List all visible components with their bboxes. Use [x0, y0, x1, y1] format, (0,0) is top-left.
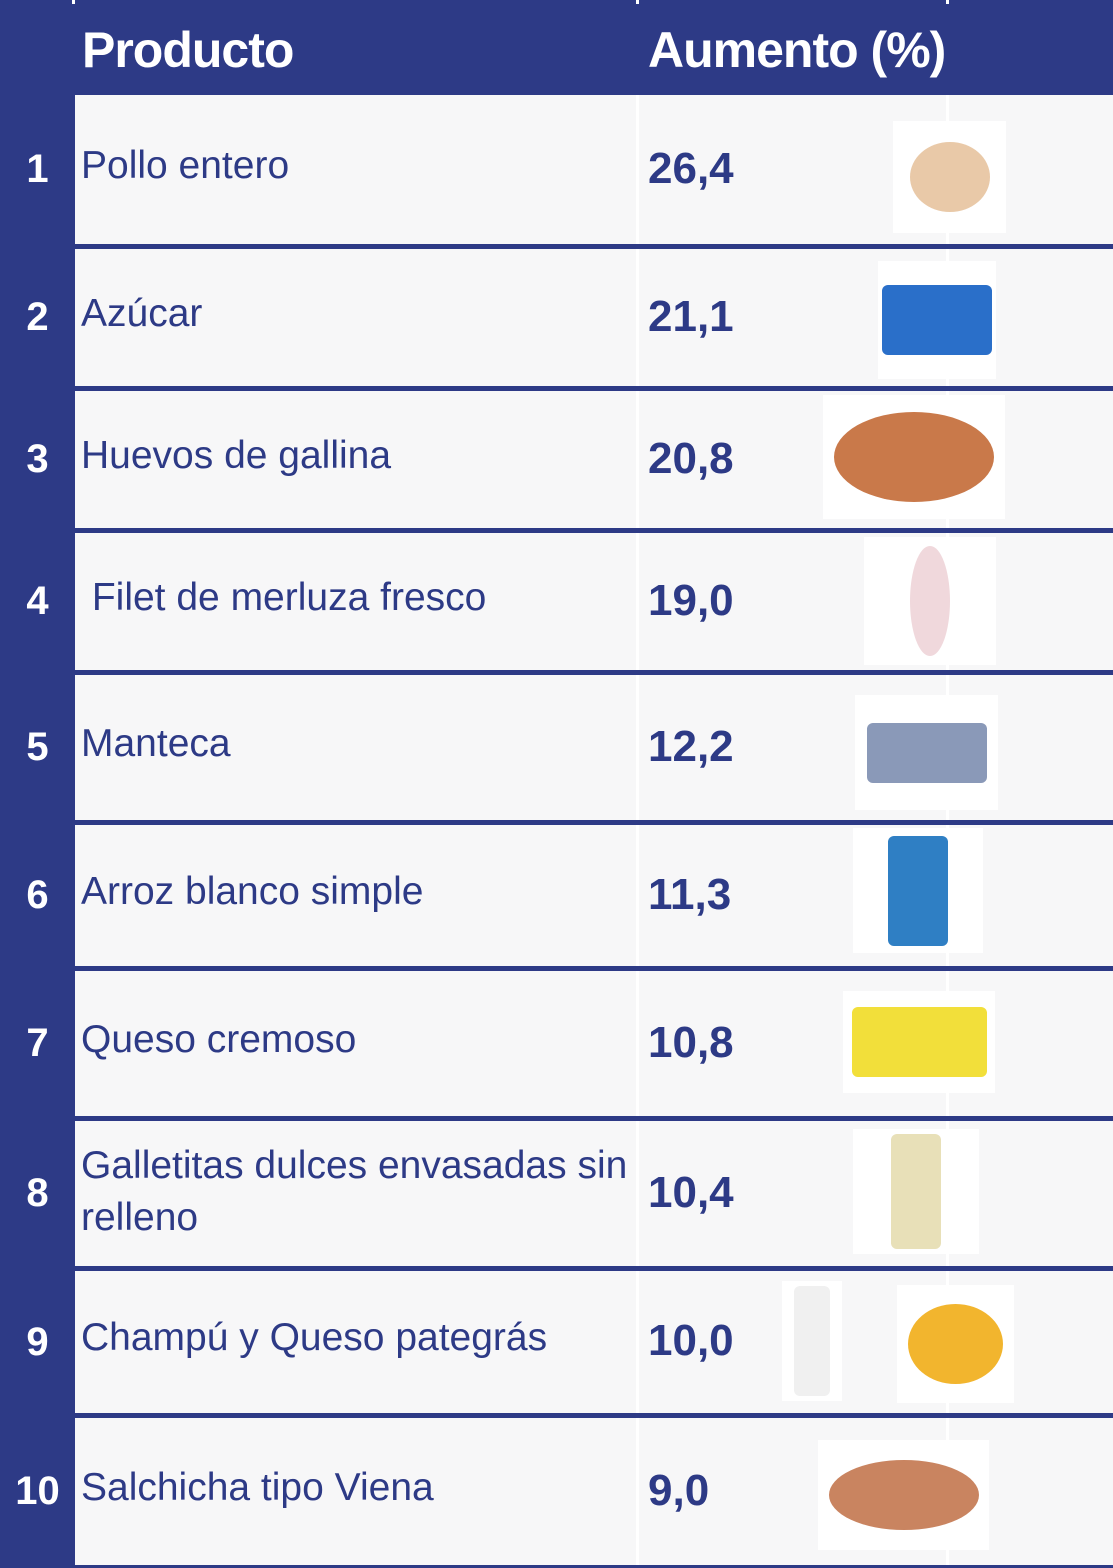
product-name: Galletitas dulces envasadas sin relleno [81, 1143, 639, 1239]
row-rank: 6 [26, 873, 49, 917]
row-rank: 10 [15, 1469, 60, 1513]
header-product: Producto [82, 22, 294, 78]
cream-cheese-shape [851, 1007, 987, 1077]
pategras-cheese-image [897, 1285, 1014, 1403]
header-divider [636, 0, 639, 4]
increase-value: 12,2 [648, 721, 734, 771]
table-row: Arroz blanco simple 11,3 [75, 825, 1113, 966]
column-divider [636, 1121, 639, 1266]
sugar-package-image [878, 261, 996, 379]
crackers-package-shape [891, 1134, 941, 1249]
table-row: Filet de merluza fresco 19,0 [75, 533, 1113, 670]
row-rank: 4 [26, 579, 49, 623]
sausages-image [818, 1440, 989, 1550]
column-divider [636, 675, 639, 820]
row-rank: 9 [26, 1320, 49, 1364]
product-name: Arroz blanco simple [81, 869, 424, 913]
shampoo-bottle-image [782, 1281, 842, 1401]
sugar-package-shape [882, 285, 992, 355]
table-row: Huevos de gallina 20,8 [75, 391, 1113, 528]
sausages-shape [828, 1460, 979, 1530]
header-divider [946, 0, 949, 4]
product-name: Manteca [81, 721, 231, 765]
eggs-image [823, 395, 1005, 519]
table-row: Salchicha tipo Viena 9,0 [75, 1418, 1113, 1565]
butter-package-image [855, 695, 998, 810]
product-name: Huevos de gallina [81, 433, 392, 477]
header-divider [72, 0, 75, 4]
product-name: Queso cremoso [81, 1017, 357, 1061]
shampoo-bottle-shape [794, 1286, 830, 1396]
table-row: Queso cremoso 10,8 [75, 971, 1113, 1116]
crackers-package-image [853, 1129, 979, 1254]
increase-value: 10,0 [648, 1316, 734, 1365]
header-increase: Aumento (%) [648, 22, 946, 78]
table-row: Galletitas dulces envasadas sin relleno 1… [75, 1121, 1113, 1266]
row-rank: 2 [26, 295, 49, 339]
butter-package-shape [866, 722, 987, 783]
table-row: Pollo entero 26,4 [75, 95, 1113, 244]
whole-chicken-shape [909, 142, 990, 212]
column-divider [636, 95, 639, 244]
row-rank: 5 [26, 725, 49, 769]
column-divider [636, 825, 639, 966]
increase-value: 20,8 [648, 433, 734, 483]
increase-value: 10,8 [648, 1017, 734, 1067]
rice-bag-shape [888, 835, 948, 946]
product-name: Filet de merluza fresco [81, 575, 487, 619]
cream-cheese-image [843, 991, 995, 1093]
product-name: Champú y Queso pategrás [81, 1316, 548, 1359]
row-rank: 1 [26, 147, 49, 191]
increase-value: 26,4 [648, 143, 734, 193]
row-rank: 3 [26, 437, 49, 481]
column-divider [636, 971, 639, 1116]
product-name: Pollo entero [81, 143, 290, 187]
column-divider [636, 1418, 639, 1565]
column-divider [636, 1271, 639, 1413]
pategras-cheese-shape [908, 1304, 1003, 1384]
row-rank: 8 [26, 1171, 49, 1215]
increase-value: 21,1 [648, 291, 734, 341]
hake-fillet-shape [910, 546, 950, 656]
column-divider [636, 249, 639, 386]
increase-value: 19,0 [648, 575, 734, 625]
product-name: Salchicha tipo Viena [81, 1465, 434, 1509]
rice-bag-image [853, 828, 983, 953]
increase-value: 10,4 [648, 1167, 734, 1217]
table-row: Manteca 12,2 [75, 675, 1113, 820]
row-rank: 7 [26, 1021, 49, 1065]
increase-value: 11,3 [648, 869, 732, 919]
table-row: Azúcar 21,1 [75, 249, 1113, 386]
eggs-shape [834, 412, 994, 502]
column-divider [636, 391, 639, 528]
product-name: Azúcar [81, 291, 203, 335]
column-divider [636, 533, 639, 670]
table-row: Champú y Queso pategrás 10,0 [75, 1271, 1113, 1413]
increase-value: 9,0 [648, 1465, 710, 1515]
hake-fillet-image [864, 537, 996, 665]
whole-chicken-image [893, 121, 1006, 233]
